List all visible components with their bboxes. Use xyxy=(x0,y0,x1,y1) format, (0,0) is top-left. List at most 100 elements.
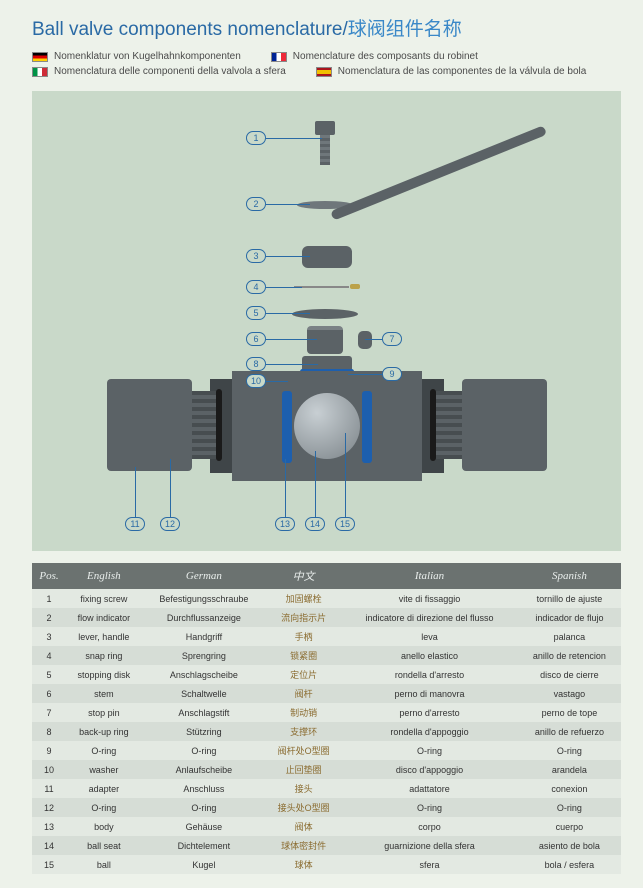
cell-it: sfera xyxy=(341,855,518,874)
callout-10: 10 xyxy=(246,374,266,388)
cell-pos: 3 xyxy=(32,627,66,646)
table-row: 1fixing screwBefestigungsschraube加固螺栓vit… xyxy=(32,589,621,608)
legend-es: Nomenclatura de las componentes de la vá… xyxy=(316,66,587,77)
part-adapter-right-oring xyxy=(430,389,436,461)
legend-fr: Nomenclature des composants du robinet xyxy=(271,51,478,62)
leader-12 xyxy=(170,459,171,517)
leader-14 xyxy=(315,451,316,517)
cell-es: palanca xyxy=(518,627,621,646)
callout-11: 11 xyxy=(125,517,145,531)
callout-14: 14 xyxy=(305,517,325,531)
leader-4 xyxy=(266,287,302,288)
cell-es: conexion xyxy=(518,779,621,798)
cell-de: Sprengring xyxy=(142,646,267,665)
cell-de: Schaltwelle xyxy=(142,684,267,703)
table-row: 14ball seatDichtelement球体密封件guarnizione … xyxy=(32,836,621,855)
th-it: Italian xyxy=(341,563,518,589)
cell-cn: 阀杆 xyxy=(266,684,341,703)
cell-es: anillo de retencion xyxy=(518,646,621,665)
cell-de: Anlaufscheibe xyxy=(142,760,267,779)
flag-de-icon xyxy=(32,52,48,62)
th-cn: 中文 xyxy=(266,563,341,589)
cell-cn: 锁紧圈 xyxy=(266,646,341,665)
callout-4: 4 xyxy=(246,280,266,294)
callout-8: 8 xyxy=(246,357,266,371)
flag-es-icon xyxy=(316,67,332,77)
cell-es: arandela xyxy=(518,760,621,779)
part-ball xyxy=(294,393,360,459)
table-row: 11adapterAnschluss接头adattatoreconexion xyxy=(32,779,621,798)
cell-de: Handgriff xyxy=(142,627,267,646)
leader-3 xyxy=(266,256,310,257)
cell-it: anello elastico xyxy=(341,646,518,665)
cell-it: perno di manovra xyxy=(341,684,518,703)
table-row: 2flow indicatorDurchflussanzeige流向指示片ind… xyxy=(32,608,621,627)
cell-de: Stützring xyxy=(142,722,267,741)
cell-cn: 制动销 xyxy=(266,703,341,722)
cell-de: Anschlagstift xyxy=(142,703,267,722)
callout-5: 5 xyxy=(246,306,266,320)
cell-pos: 14 xyxy=(32,836,66,855)
cell-de: Befestigungsschraube xyxy=(142,589,267,608)
cell-pos: 2 xyxy=(32,608,66,627)
cell-cn: 接头处O型圈 xyxy=(266,798,341,817)
part-ball-seat-right xyxy=(362,391,372,463)
cell-it: indicatore di direzione del flusso xyxy=(341,608,518,627)
cell-pos: 10 xyxy=(32,760,66,779)
cell-es: asiento de bola xyxy=(518,836,621,855)
cell-cn: 定位片 xyxy=(266,665,341,684)
part-snap-ring xyxy=(294,286,349,288)
leader-15 xyxy=(345,433,346,517)
cell-es: O-ring xyxy=(518,798,621,817)
cell-de: O-ring xyxy=(142,741,267,760)
legend-es-label: Nomenclatura de las componentes de la vá… xyxy=(338,66,587,77)
part-ball-seat-left xyxy=(282,391,292,463)
callout-3: 3 xyxy=(246,249,266,263)
cell-en: adapter xyxy=(66,779,142,798)
nomenclature-table: Pos. English German 中文 Italian Spanish 1… xyxy=(32,563,621,874)
title-cn: 球阀组件名称 xyxy=(348,19,462,40)
part-adapter-left xyxy=(107,379,192,471)
cell-cn: 加固螺栓 xyxy=(266,589,341,608)
cell-pos: 4 xyxy=(32,646,66,665)
callout-15: 15 xyxy=(335,517,355,531)
cell-es: O-ring xyxy=(518,741,621,760)
leader-5 xyxy=(266,313,310,314)
cell-cn: 止回垫圈 xyxy=(266,760,341,779)
leader-7 xyxy=(365,339,382,340)
cell-es: indicador de flujo xyxy=(518,608,621,627)
cell-en: O-ring xyxy=(66,741,142,760)
legend-de-label: Nomenklatur von Kugelhahnkomponenten xyxy=(54,51,241,62)
table-row: 12O-ringO-ring接头处O型圈O-ringO-ring xyxy=(32,798,621,817)
cell-it: rondella d'arresto xyxy=(341,665,518,684)
cell-de: Dichtelement xyxy=(142,836,267,855)
cell-en: O-ring xyxy=(66,798,142,817)
cell-cn: 手柄 xyxy=(266,627,341,646)
cell-it: O-ring xyxy=(341,798,518,817)
cell-pos: 8 xyxy=(32,722,66,741)
table-row: 15ballKugel球体sferabola / esfera xyxy=(32,855,621,874)
cell-it: adattatore xyxy=(341,779,518,798)
legend-it: Nomenclatura delle componenti della valv… xyxy=(32,66,286,77)
cell-en: lever, handle xyxy=(66,627,142,646)
cell-es: disco de cierre xyxy=(518,665,621,684)
leader-2 xyxy=(266,204,310,205)
callout-9: 9 xyxy=(382,367,402,381)
cell-cn: 球体密封件 xyxy=(266,836,341,855)
cell-pos: 12 xyxy=(32,798,66,817)
th-pos: Pos. xyxy=(32,563,66,589)
callout-7: 7 xyxy=(382,332,402,346)
cell-en: back-up ring xyxy=(66,722,142,741)
table-row: 5stopping diskAnschlagscheibe定位片rondella… xyxy=(32,665,621,684)
callout-1: 1 xyxy=(246,131,266,145)
cell-es: bola / esfera xyxy=(518,855,621,874)
leader-6 xyxy=(266,339,317,340)
part-fixing-screw-shaft xyxy=(320,135,330,165)
cell-en: stopping disk xyxy=(66,665,142,684)
legend-fr-label: Nomenclature des composants du robinet xyxy=(293,51,478,62)
table-row: 10washerAnlaufscheibe止回垫圈disco d'appoggi… xyxy=(32,760,621,779)
flag-fr-icon xyxy=(271,52,287,62)
cell-it: corpo xyxy=(341,817,518,836)
cell-it: disco d'appoggio xyxy=(341,760,518,779)
cell-en: body xyxy=(66,817,142,836)
